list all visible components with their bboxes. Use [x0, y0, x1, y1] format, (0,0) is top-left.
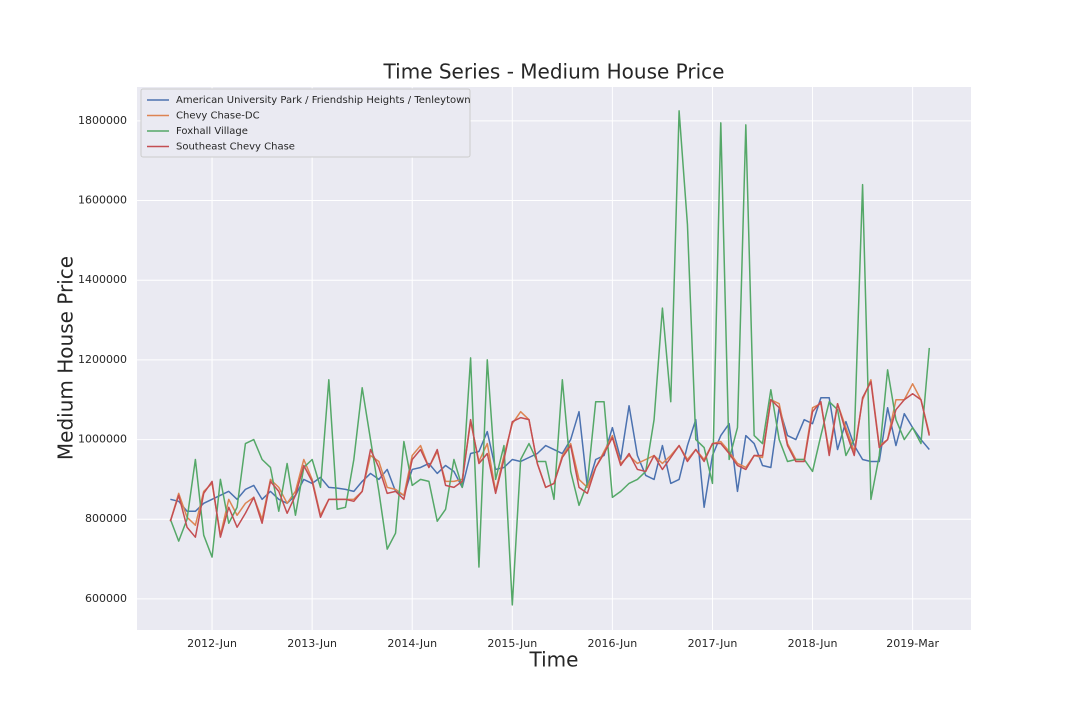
x-tick-label: 2012-Jun: [187, 637, 237, 650]
series-line: [169, 110, 931, 606]
x-tick-label: 2014-Jun: [387, 637, 437, 650]
y-axis-label: Medium House Price: [54, 256, 78, 460]
y-tick-label: 600000: [85, 592, 127, 605]
legend-label: American University Park / Friendship He…: [176, 95, 471, 106]
x-tick-label: 2017-Jun: [688, 637, 738, 650]
y-tick-label: 1400000: [78, 273, 127, 286]
y-tick-label: 800000: [85, 512, 127, 525]
chart-title: Time Series - Medium House Price: [383, 60, 725, 84]
plot-area: [137, 87, 971, 630]
x-tick-label: 2015-Jun: [487, 637, 537, 650]
x-tick-label: 2016-Jun: [587, 637, 637, 650]
x-tick-label: 2018-Jun: [788, 637, 838, 650]
series-line: [169, 381, 931, 538]
legend-label: Southeast Chevy Chase: [176, 142, 295, 153]
legend-label: Chevy Chase-DC: [176, 111, 260, 122]
legend-label: Foxhall Village: [176, 126, 248, 137]
grid: [137, 87, 971, 630]
y-tick-label: 1000000: [78, 433, 127, 446]
x-tick-label: 2019-Mar: [886, 637, 939, 650]
x-tick-label: 2013-Jun: [287, 637, 337, 650]
y-tick-label: 1800000: [78, 114, 127, 127]
legend-box: [140, 88, 471, 158]
y-tick-label: 1200000: [78, 353, 127, 366]
y-tick-label: 1600000: [78, 194, 127, 207]
x-axis-label: Time: [529, 648, 579, 672]
